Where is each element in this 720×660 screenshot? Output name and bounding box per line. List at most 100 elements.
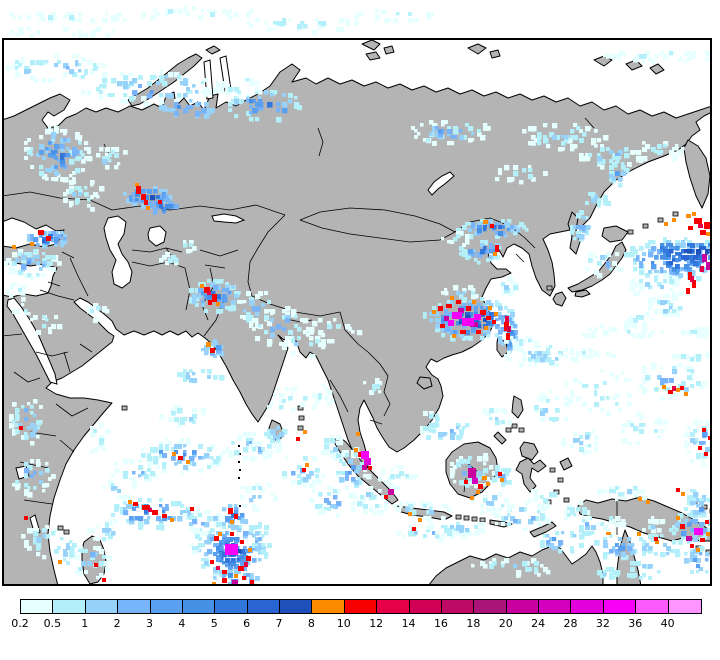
precip-cell <box>195 288 201 294</box>
precip-cell <box>189 522 193 526</box>
precip-cell <box>72 177 76 181</box>
precip-cell <box>612 576 616 580</box>
precip-cell <box>495 513 501 519</box>
precip-core-cell <box>444 316 449 321</box>
precip-cell <box>615 171 619 175</box>
precip-cell <box>33 237 39 243</box>
precip-cell <box>183 240 187 244</box>
precip-cell <box>483 498 488 503</box>
precip-cell <box>33 471 37 475</box>
precip-cell <box>288 396 293 401</box>
precip-cell <box>291 351 296 356</box>
precip-cell <box>684 354 690 360</box>
precip-cell <box>258 543 264 549</box>
country-border <box>111 204 286 216</box>
precip-cell <box>675 522 681 528</box>
precip-cell <box>648 57 653 62</box>
precip-cell <box>162 108 166 112</box>
precip-cell <box>282 108 288 114</box>
precip-cell <box>696 570 700 574</box>
precip-cell <box>222 9 227 14</box>
precip-cell <box>75 186 80 191</box>
precip-cell <box>375 378 380 383</box>
precip-cell <box>225 90 231 96</box>
precip-cell <box>654 534 659 539</box>
precip-cell <box>222 537 228 543</box>
precip-cell <box>234 525 240 531</box>
precip-cell <box>627 252 633 258</box>
precip-cell <box>630 252 635 257</box>
precip-cell <box>690 498 695 503</box>
precip-cell <box>93 447 98 452</box>
precip-cell <box>594 402 600 408</box>
precip-cell <box>609 576 613 580</box>
precip-cell <box>204 540 209 545</box>
precip-cell <box>630 324 635 329</box>
precip-cell <box>24 156 29 161</box>
precip-cell <box>153 207 158 212</box>
precip-cell <box>510 330 515 335</box>
precip-cell <box>624 252 630 258</box>
precip-cell <box>582 507 588 513</box>
precip-cell <box>672 156 678 162</box>
precip-cell <box>453 432 457 436</box>
precip-cell <box>243 519 249 525</box>
precip-cell <box>498 336 503 341</box>
precip-cell <box>603 537 608 542</box>
precip-cell <box>48 129 54 135</box>
precip-cell <box>642 327 648 333</box>
precip-cell <box>522 507 527 512</box>
precip-cell <box>696 504 700 508</box>
legend-label: 40 <box>660 617 675 630</box>
precip-cell <box>570 228 575 233</box>
precip-cell <box>219 453 223 457</box>
precip-cell <box>102 309 106 313</box>
precip-cell <box>327 324 331 328</box>
precip-cell <box>588 192 592 196</box>
precip-cell <box>555 135 561 141</box>
precip-cell <box>426 15 432 21</box>
precip-cell <box>459 456 464 461</box>
precip-cell <box>105 525 109 529</box>
precip-cell <box>225 564 229 568</box>
precip-cell <box>477 228 482 233</box>
precip-cell <box>660 267 664 271</box>
precip-cell <box>690 432 695 437</box>
precip-cell <box>48 330 53 335</box>
precip-cell <box>621 51 626 56</box>
precip-cell <box>159 441 164 446</box>
precip-cell <box>339 477 345 483</box>
precip-cell <box>429 120 434 125</box>
precip-cell <box>90 432 96 438</box>
precip-cell <box>9 267 13 271</box>
precip-cell <box>279 393 285 399</box>
precip-cell <box>273 498 278 503</box>
precip-cell <box>456 231 462 237</box>
precip-cell <box>621 546 626 551</box>
precip-cell <box>510 309 515 314</box>
precip-cell <box>249 9 254 14</box>
precip-cell <box>642 543 648 549</box>
precip-cell <box>51 177 55 181</box>
precip-cell <box>282 102 288 108</box>
legend-label: 36 <box>628 617 643 630</box>
precip-cell <box>24 543 29 548</box>
precip-cell <box>516 228 521 233</box>
precip-cell <box>201 108 207 114</box>
precip-cell <box>498 171 503 176</box>
precip-cell <box>585 153 591 159</box>
precip-cell <box>567 399 573 405</box>
precip-cell <box>672 525 677 530</box>
precip-cell <box>609 516 614 521</box>
precip-cell <box>651 516 655 520</box>
precip-cell <box>222 540 227 545</box>
precip-cell <box>486 501 491 506</box>
precip-cell <box>192 549 197 554</box>
precip-cell <box>270 90 276 96</box>
precip-cell <box>501 225 505 229</box>
precip-cell <box>159 525 165 531</box>
precip-core-cell <box>432 310 436 314</box>
precip-cell <box>483 453 489 459</box>
precip-cell <box>255 537 260 542</box>
precip-cell <box>27 402 31 406</box>
